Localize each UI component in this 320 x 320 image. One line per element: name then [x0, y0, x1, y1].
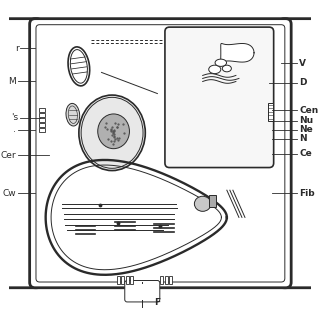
Text: Fib: Fib: [299, 189, 315, 198]
Ellipse shape: [98, 114, 130, 149]
Ellipse shape: [209, 65, 221, 74]
FancyBboxPatch shape: [0, 19, 42, 288]
Text: N: N: [299, 134, 307, 143]
Bar: [268, 103, 273, 121]
Ellipse shape: [215, 59, 227, 66]
Ellipse shape: [222, 65, 231, 72]
Bar: [39, 128, 45, 132]
Bar: [165, 276, 168, 284]
Text: 's: 's: [11, 113, 19, 122]
Bar: [39, 123, 45, 127]
Ellipse shape: [66, 103, 80, 126]
Bar: [39, 118, 45, 122]
Text: Cw: Cw: [3, 189, 16, 198]
Bar: [209, 195, 216, 207]
Bar: [39, 108, 45, 112]
Bar: [39, 113, 45, 117]
Text: Cer: Cer: [0, 151, 16, 160]
Ellipse shape: [79, 95, 145, 171]
Text: Cen: Cen: [299, 106, 319, 115]
Text: M: M: [8, 77, 16, 86]
Bar: [116, 276, 120, 284]
Text: r: r: [15, 44, 19, 53]
Text: Nu: Nu: [299, 116, 314, 125]
Text: .: .: [13, 125, 16, 134]
Ellipse shape: [194, 196, 211, 211]
Polygon shape: [46, 160, 227, 275]
Ellipse shape: [68, 47, 90, 86]
FancyBboxPatch shape: [125, 281, 160, 302]
Bar: [160, 276, 164, 284]
FancyBboxPatch shape: [279, 19, 320, 288]
Text: V: V: [299, 59, 306, 68]
Text: Ne: Ne: [299, 125, 313, 134]
Polygon shape: [221, 44, 254, 62]
Bar: [130, 276, 133, 284]
FancyBboxPatch shape: [30, 19, 291, 288]
FancyBboxPatch shape: [165, 27, 274, 168]
Text: F: F: [154, 298, 160, 307]
Text: D: D: [299, 78, 307, 87]
Text: Ce: Ce: [299, 149, 312, 158]
Bar: [126, 276, 129, 284]
Bar: [121, 276, 124, 284]
Bar: [170, 276, 172, 284]
